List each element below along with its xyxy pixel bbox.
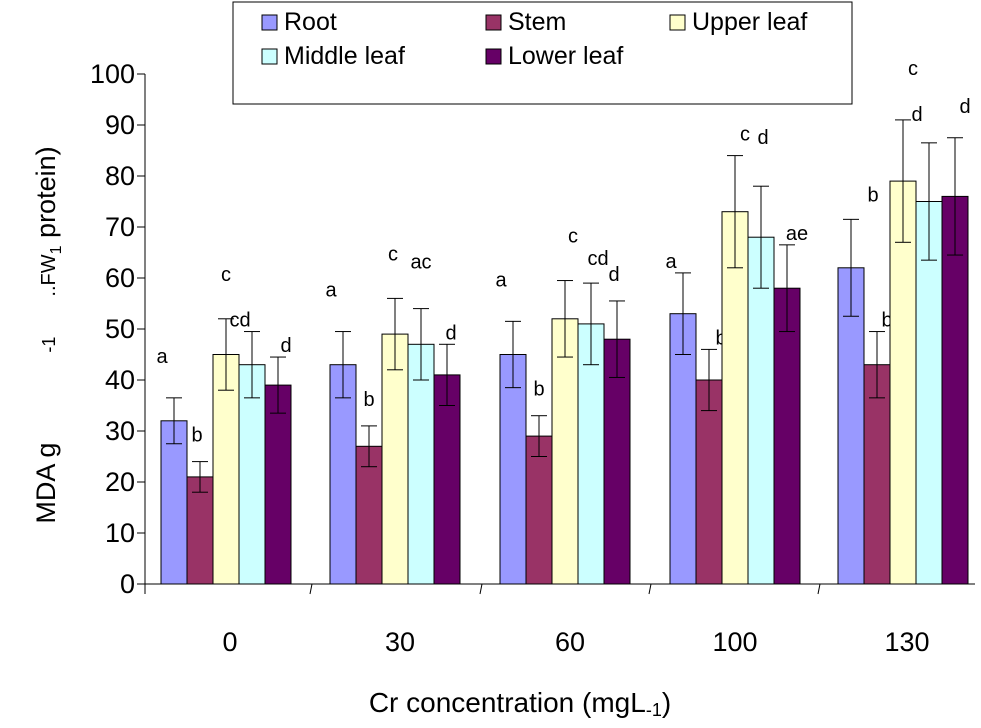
y-tick-label: 80 bbox=[105, 161, 135, 191]
x-tick-label: 100 bbox=[712, 627, 757, 657]
bar-upper-leaf bbox=[551, 318, 579, 585]
significance-letter: a bbox=[325, 280, 337, 302]
significance-letter: b bbox=[363, 389, 374, 411]
legend-swatch bbox=[485, 14, 502, 31]
significance-letter: c bbox=[388, 243, 398, 265]
y-tick-label: 0 bbox=[120, 569, 135, 599]
significance-letter: ac bbox=[410, 252, 431, 274]
y-tick-label: 60 bbox=[105, 263, 135, 293]
significance-letter: d bbox=[280, 335, 291, 357]
x-tick-label: 30 bbox=[385, 627, 415, 657]
bar-middle-leaf bbox=[577, 323, 605, 585]
significance-letter: d bbox=[959, 96, 970, 118]
significance-letter: b bbox=[191, 425, 202, 447]
x-tick-mark bbox=[648, 583, 652, 595]
y-tick-label: 10 bbox=[105, 518, 135, 548]
bar-stem bbox=[695, 379, 723, 585]
y-axis-label: MDA g-1..FW1 protein) bbox=[31, 146, 65, 523]
y-tick-label: 20 bbox=[105, 467, 135, 497]
bar-lower-leaf bbox=[433, 374, 461, 585]
significance-letter: a bbox=[665, 251, 677, 273]
bar-stem bbox=[525, 435, 553, 585]
axes: 0 10 20 30 40 50 60 70 80 90 100 0 30 60 100 130 bbox=[90, 59, 975, 657]
legend-label: Middle leaf bbox=[284, 42, 405, 70]
y-tick-label: 50 bbox=[105, 314, 135, 344]
bar-lower-leaf bbox=[603, 338, 631, 585]
significance-letter: d bbox=[445, 322, 456, 344]
legend-swatch bbox=[261, 14, 278, 31]
significance-letter: cd bbox=[229, 310, 250, 332]
bar-root bbox=[160, 420, 188, 585]
legend-swatch bbox=[261, 48, 278, 65]
bar-middle-leaf bbox=[747, 236, 775, 585]
y-tick-label: 40 bbox=[105, 365, 135, 395]
legend-label: Lower leaf bbox=[508, 42, 623, 70]
y-tick-label: 30 bbox=[105, 416, 135, 446]
legend-label: Stem bbox=[508, 8, 566, 36]
significance-letter: a bbox=[495, 269, 507, 291]
y-tick-label: 90 bbox=[105, 110, 135, 140]
legend-label: Upper leaf bbox=[692, 8, 807, 36]
significance-letter: b bbox=[867, 184, 878, 206]
x-tick-mark bbox=[817, 583, 821, 595]
x-tick-mark bbox=[479, 583, 483, 595]
significance-letter: c bbox=[908, 58, 918, 80]
bar-upper-leaf bbox=[889, 180, 917, 585]
significance-letter: b bbox=[533, 379, 544, 401]
significance-letter: d bbox=[757, 127, 768, 149]
bar-lower-leaf bbox=[264, 384, 292, 585]
x-tick-label: 0 bbox=[222, 627, 237, 657]
significance-letter: d bbox=[911, 104, 922, 126]
significance-letter: c bbox=[221, 264, 231, 286]
bar-root bbox=[499, 354, 527, 585]
significance-letter: d bbox=[608, 264, 619, 286]
significance-letter: a bbox=[156, 346, 168, 368]
significance-letter: b bbox=[715, 327, 726, 349]
legend-label: Root bbox=[284, 8, 337, 36]
bar-upper-leaf bbox=[381, 333, 409, 585]
significance-letter: c bbox=[740, 124, 750, 146]
bar-root bbox=[837, 267, 865, 585]
significance-letter: c bbox=[568, 226, 578, 248]
x-axis-label: Cr concentration (mgL-1) bbox=[369, 687, 671, 720]
legend-swatch bbox=[485, 48, 502, 65]
bar-lower-leaf bbox=[773, 287, 801, 585]
bar-stem bbox=[186, 476, 214, 585]
significance-letter: cd bbox=[587, 248, 608, 270]
x-tick-label: 60 bbox=[555, 627, 585, 657]
significance-letter: ae bbox=[786, 223, 808, 245]
y-tick-label: 70 bbox=[105, 212, 135, 242]
legend: Root Stem Upper leaf Middle leaf Lower leaf bbox=[232, 1, 853, 105]
y-tick-label: 100 bbox=[90, 59, 135, 89]
legend-swatch bbox=[669, 14, 686, 31]
x-tick-label: 130 bbox=[884, 627, 929, 657]
x-tick-mark bbox=[309, 583, 313, 595]
legend-box bbox=[232, 1, 853, 105]
significance-letter: b bbox=[881, 310, 892, 332]
bar-root bbox=[329, 364, 357, 585]
